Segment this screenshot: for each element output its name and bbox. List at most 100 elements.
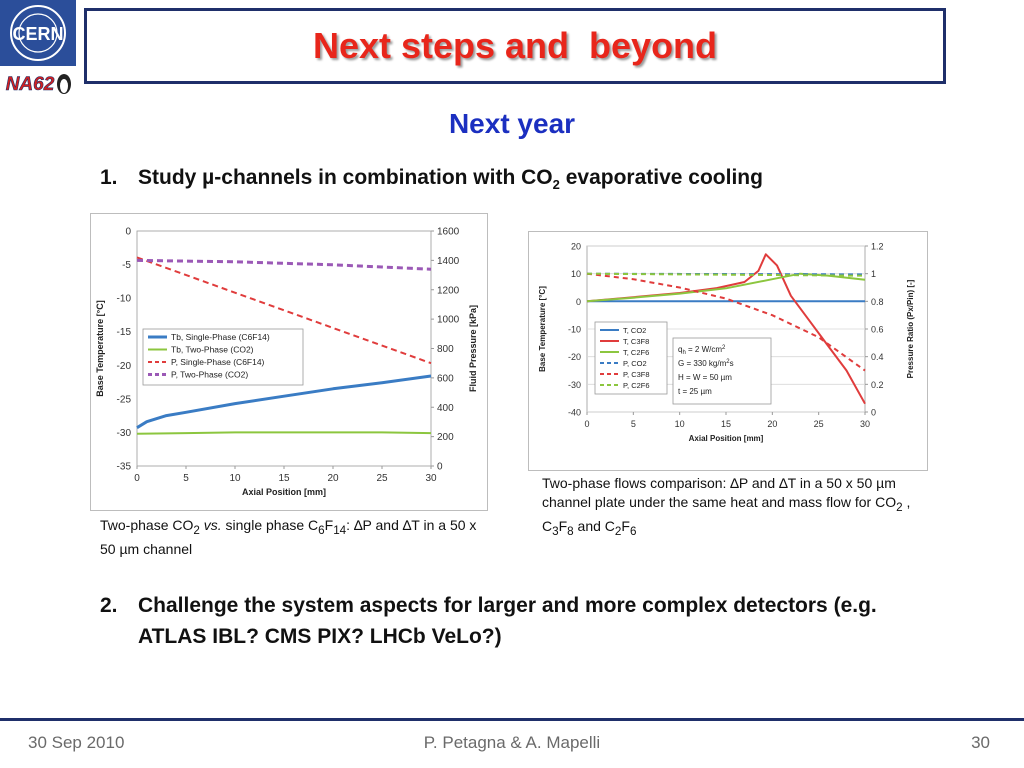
legend [594, 321, 668, 395]
y-tick-label: -40 [568, 408, 581, 418]
legend-entry: P, C3F8 [623, 370, 650, 379]
y2-tick-label: 1.2 [871, 242, 884, 252]
legend-entry: P, Single-Phase (C6F14) [171, 357, 265, 367]
legend-entry: Tb, Single-Phase (C6F14) [171, 332, 270, 342]
y2-tick-label: 0.4 [871, 352, 884, 362]
title-box: Next steps and beyond [84, 8, 946, 84]
series-line-3 [136, 256, 432, 365]
y2-tick-label: 800 [437, 344, 454, 355]
x-tick-label: 10 [229, 473, 241, 484]
y2-tick-label: 0.2 [871, 380, 884, 390]
y-tick-label: -10 [117, 294, 132, 305]
x-tick-label: 10 [675, 419, 685, 429]
y-tick-label: -35 [117, 462, 132, 473]
y2-tick-label: 1200 [437, 285, 460, 296]
y-tick-label: -25 [117, 394, 132, 405]
x-tick-label: 20 [767, 419, 777, 429]
list-item-text: Challenge the system aspects for larger … [138, 594, 877, 648]
x-tick-label: 5 [183, 473, 189, 484]
x-tick-label: 5 [631, 419, 636, 429]
series-line-5 [586, 272, 866, 372]
x-tick-label: 0 [584, 419, 589, 429]
y2-tick-label: 1000 [437, 315, 460, 326]
y-tick-label: 0 [576, 297, 581, 307]
chart-1-svg: 0-5-10-15-20-25-30-351600140012001000800… [95, 227, 478, 498]
legend-entry: P, C2F6 [623, 381, 650, 390]
cern-logo-ring [10, 5, 66, 61]
legend-entry: P, Two-Phase (CO2) [171, 370, 248, 380]
y-tick-label: -5 [122, 260, 131, 271]
y-tick-label: -20 [568, 352, 581, 362]
y-axis-label: Base Temperature [°C] [95, 300, 105, 396]
section-heading: Next year [448, 108, 576, 139]
x-tick-label: 30 [425, 473, 437, 484]
y2-tick-label: 0 [871, 408, 876, 418]
y2-tick-label: 200 [437, 432, 454, 443]
cern-na62-logo: CERN NA62 [0, 0, 76, 100]
x-tick-label: 0 [134, 473, 140, 484]
cern-logo-inner-ring [18, 13, 58, 53]
y-tick-label: -30 [117, 428, 132, 439]
y2-axis-label: Pressure Ratio (Px/Pin) [-] [906, 279, 915, 378]
legend-entry: T, CO2 [623, 326, 646, 335]
annotation-thickness: t = 25 µm [678, 387, 712, 396]
y2-tick-label: 600 [437, 373, 454, 384]
annotation-value: G = 330 kg/m [678, 359, 727, 368]
series-line-6 [586, 272, 866, 277]
y2-tick-label: 1600 [437, 227, 460, 238]
y-tick-label: -30 [568, 380, 581, 390]
y-tick-label: 0 [125, 227, 131, 238]
y2-tick-label: 0 [437, 462, 443, 473]
y2-tick-label: 0.6 [871, 325, 884, 335]
y-tick-label: -15 [117, 327, 132, 338]
annotation-mass-flux: G = 330 kg/m2s [678, 359, 734, 368]
chart-two-phase-comparison: 20 10 0 -10 -20 -30 -40 1.2 1 0.8 0.6 0.4 0.2 0 0 5 10 15… [528, 231, 928, 471]
y2-tick-label: 0.8 [871, 297, 884, 307]
legend-entry: Tb, Two-Phase (CO2) [171, 345, 254, 355]
y-tick-label: 10 [571, 269, 581, 279]
list-item-1: 1. Study µ-channels in combination with C… [100, 166, 763, 193]
annotation-value: = 2 W/cm [686, 345, 723, 354]
caption-left-chart: Two-phase CO2 vs. single phase C6F14: ∆P… [100, 517, 477, 557]
footer-authors: P. Petagna & A. Mapelli [423, 733, 601, 752]
x-tick-label: 15 [721, 419, 731, 429]
list-item-number: 2. [100, 594, 118, 617]
cern-logo-text: CERN [12, 24, 63, 44]
annotation-heat-flux: qh = 2 W/cm2 [678, 345, 726, 356]
legend-entry: P, CO2 [623, 359, 647, 368]
x-tick-label: 25 [376, 473, 388, 484]
footer-divider [0, 718, 1024, 721]
x-tick-label: 30 [860, 419, 870, 429]
annotation-symbol: q [678, 345, 682, 354]
x-tick-label: 20 [327, 473, 339, 484]
series-line-1 [136, 374, 432, 429]
y2-tick-label: 1 [871, 269, 876, 279]
cern-logo-background [0, 0, 76, 66]
chart-2-svg: 20 10 0 -10 -20 -30 -40 1.2 1 0.8 0.6 0.4 0.2 0 0 5 10 15… [538, 242, 915, 444]
annotation-dimensions: H = W = 50 µm [678, 373, 732, 382]
x-axis-label: Axial Position [mm] [242, 487, 326, 497]
annotation-subscript: h [682, 350, 685, 356]
legend [142, 328, 304, 386]
chart-single-vs-two-phase: 0 -5 -10 -15 -20 -25 -30 -35 1600 1400 1200 1000 800… [90, 213, 488, 511]
x-tick-label: 25 [814, 419, 824, 429]
y-axis-label: Base Temperature [°C] [538, 286, 547, 372]
y2-axis-label: Fluid Pressure [kPa] [468, 305, 478, 392]
list-item-number: 1. [100, 166, 118, 189]
series-line-3 [586, 272, 866, 303]
annotation-frame [672, 337, 772, 405]
footer-page-number: 30 [971, 733, 990, 752]
x-axis-label: Axial Position [mm] [689, 434, 764, 443]
y-tick-label: 20 [571, 242, 581, 252]
y2-tick-label: 1400 [437, 256, 460, 267]
y-tick-label: -20 [117, 361, 132, 372]
x-tick-label: 15 [278, 473, 290, 484]
legend-entry: T, C2F6 [623, 348, 649, 357]
na62-logo-text: NA62 [6, 74, 55, 95]
annotation-superscript: 2 [722, 345, 726, 351]
y-tick-label: -10 [568, 325, 581, 335]
annotation-unit: s [730, 359, 734, 368]
annotation-superscript: 2 [726, 359, 730, 365]
list-item-2: 2. Challenge the system aspects for larg… [100, 590, 900, 648]
